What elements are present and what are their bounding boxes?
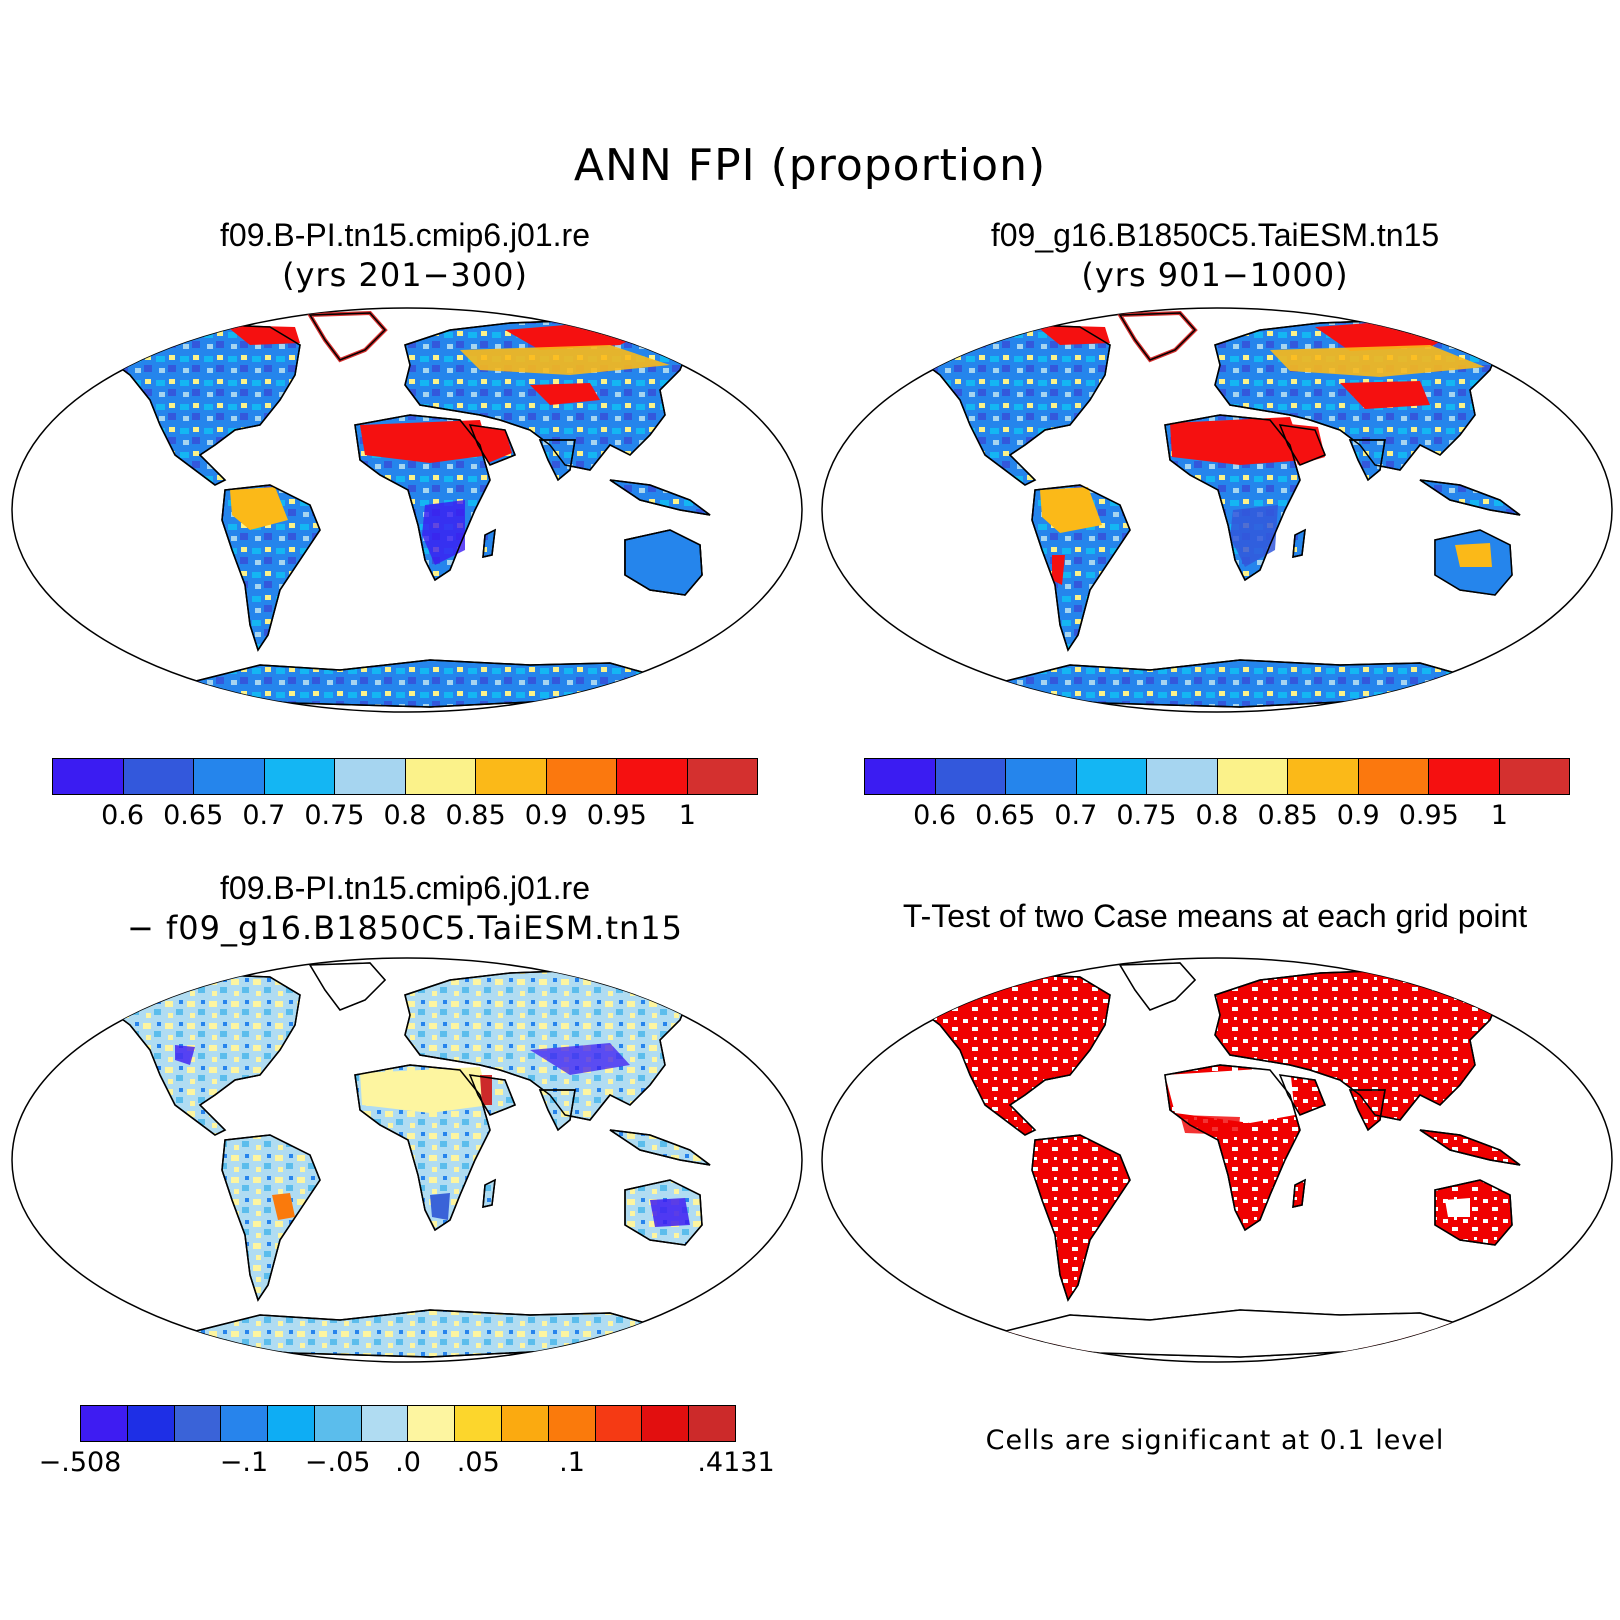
colorbar-swatch [1288,759,1359,794]
colorbar-case2 [864,758,1570,795]
map-case1 [10,305,805,715]
colorbar-tick: −.1 [219,1447,269,1478]
colorbar-swatch [127,1406,175,1441]
colorbar-case2-labels: 0.6 0.65 0.7 0.75 0.8 0.85 0.9 0.95 1 [864,800,1570,836]
map-ttest [820,955,1615,1365]
colorbar-tick: 0.95 [586,800,647,831]
colorbar-difference-labels: −.508 −.1 −.05 .0 .05 .1 .4131 [39,1447,775,1483]
colorbar-tick: 0.75 [304,800,365,831]
colorbar-swatch [405,759,476,794]
significance-note: Cells are significant at 0.1 level [985,1425,1445,1456]
colorbar-swatch [595,1406,643,1441]
colorbar-swatch [476,759,547,794]
colorbar-tick: −.05 [304,1447,371,1478]
colorbar-tick: 0.8 [383,800,427,831]
colorbar-swatch [687,759,757,794]
map-case2 [820,305,1615,715]
panel-case-name: f09_g16.B1850C5.TaiESM.tn15 [990,217,1440,253]
colorbar-swatch [455,1406,503,1441]
colorbar-tick: 0.8 [1195,800,1239,831]
panel-years: (yrs 901−1000) [1081,256,1349,294]
colorbar-tick: 0.85 [445,800,506,831]
colorbar-tick: 0.7 [1054,800,1098,831]
colorbar-swatch [865,759,936,794]
colorbar-swatch [1429,759,1500,794]
colorbar-tick: 0.85 [1257,800,1318,831]
colorbar-swatch [335,759,406,794]
colorbar-swatch [502,1406,549,1441]
colorbar-tick: 0.6 [101,800,145,831]
colorbar-swatch [264,759,335,794]
colorbar-swatch [1076,759,1147,794]
colorbar-case1 [52,758,758,795]
panel-title-top-left: f09.B-PI.tn15.cmip6.j01.re (yrs 201−300) [0,215,810,295]
colorbar-tick: .4131 [697,1447,775,1478]
colorbar-tick: 1 [678,800,696,831]
colorbar-tick: −.508 [38,1447,122,1478]
colorbar-tick: 0.75 [1116,800,1177,831]
panel-case-name: f09.B-PI.tn15.cmip6.j01.re [220,870,590,906]
colorbar-swatch [1358,759,1429,794]
panel-title-top-right: f09_g16.B1850C5.TaiESM.tn15 (yrs 901−100… [810,215,1620,295]
colorbar-swatch [123,759,194,794]
colorbar-tick: 0.65 [163,800,224,831]
colorbar-tick: .1 [559,1447,585,1478]
map-difference [10,955,805,1365]
colorbar-swatch [546,759,617,794]
colorbar-case1-labels: 0.6 0.65 0.7 0.75 0.8 0.85 0.9 0.95 1 [52,800,758,836]
colorbar-swatch [53,759,124,794]
colorbar-swatch [642,1406,690,1441]
colorbar-swatch [1217,759,1288,794]
colorbar-swatch [408,1406,456,1441]
colorbar-swatch [268,1406,315,1441]
colorbar-swatch [935,759,1006,794]
colorbar-swatch [361,1406,409,1441]
colorbar-tick: 0.95 [1398,800,1459,831]
colorbar-swatch [1006,759,1077,794]
colorbar-tick: .05 [456,1447,500,1478]
colorbar-swatch [314,1406,362,1441]
figure-title: ANN FPI (proportion) [573,140,1047,191]
panel-title-bottom-right: T-Test of two Case means at each grid po… [810,896,1620,936]
colorbar-swatch [1147,759,1218,794]
colorbar-swatch [194,759,265,794]
colorbar-tick: 0.9 [524,800,568,831]
colorbar-tick: 0.9 [1336,800,1380,831]
ttest-title: T-Test of two Case means at each grid po… [902,898,1528,934]
colorbar-swatch [1499,759,1569,794]
panel-case-name: f09.B-PI.tn15.cmip6.j01.re [220,217,590,253]
colorbar-tick: 0.7 [242,800,286,831]
colorbar-swatch [689,1406,735,1441]
colorbar-tick: .0 [395,1447,421,1478]
colorbar-swatch [221,1406,269,1441]
panel-title-bottom-left: f09.B-PI.tn15.cmip6.j01.re − f09_g16.B18… [0,868,810,948]
colorbar-swatch [81,1406,128,1441]
colorbar-difference [80,1405,736,1442]
colorbar-tick: 0.65 [975,800,1036,831]
colorbar-tick: 1 [1490,800,1508,831]
panel-years: (yrs 201−300) [282,256,528,294]
colorbar-swatch [548,1406,596,1441]
colorbar-swatch [617,759,688,794]
colorbar-tick: 0.6 [913,800,957,831]
colorbar-swatch [174,1406,222,1441]
panel-difference-subtitle: − f09_g16.B1850C5.TaiESM.tn15 [126,909,684,947]
